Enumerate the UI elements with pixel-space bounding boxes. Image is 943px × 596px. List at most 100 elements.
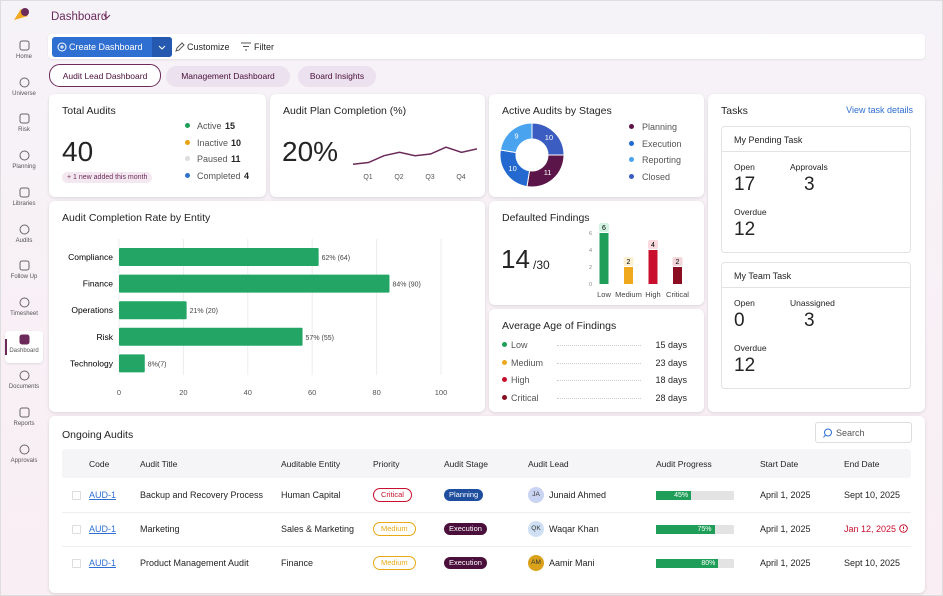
legend-dot (502, 394, 507, 400)
dashboard-tab[interactable]: Management Dashboard (166, 66, 290, 87)
sidebar-item[interactable]: Documents (5, 367, 43, 399)
kpi-value: 40 (62, 136, 94, 167)
sidebar-item[interactable]: Approvals (5, 441, 43, 473)
icon-shape (19, 444, 30, 455)
card-title: Total Audits (62, 105, 116, 117)
sidebar-item[interactable]: Planning (5, 147, 43, 179)
sidebar-item[interactable]: Home (5, 37, 43, 69)
sidebar-item[interactable]: Follow Up (5, 257, 43, 289)
legend-value: 10 (231, 137, 242, 148)
column-header: Audit Progress (656, 459, 712, 469)
task-value: 12 (734, 355, 756, 376)
data-label: 8%(7) (148, 361, 167, 368)
legend-name: Active (197, 121, 222, 131)
filter-button[interactable]: Filter (254, 42, 274, 52)
search-box[interactable]: Search (815, 422, 912, 443)
customize-button[interactable]: Customize (187, 42, 230, 52)
sidebar-icon (19, 444, 30, 455)
audit-code-link[interactable]: AUD-1 (89, 490, 117, 500)
legend-name: Closed (642, 171, 671, 182)
y-tick-label: Compliance (68, 252, 113, 262)
bar (119, 301, 187, 320)
card-title: Active Audits by Stages (502, 105, 612, 117)
sparkline (352, 146, 478, 165)
legend-value: 15 (225, 121, 236, 131)
chevron (158, 45, 166, 50)
kpi-note: + 1 new added this month (62, 172, 153, 183)
divider (722, 287, 910, 288)
task-value: 12 (734, 219, 756, 240)
kpi-value: 20% (282, 136, 339, 167)
icon-shape (19, 150, 30, 161)
label-bg (599, 223, 609, 232)
row-checkbox[interactable] (72, 559, 81, 568)
icon-plus (60, 45, 64, 49)
age-label: Critical (511, 392, 539, 403)
page-title[interactable]: Dashboard (51, 11, 108, 23)
sidebar-item[interactable]: Audits (5, 221, 43, 253)
filter (241, 42, 251, 51)
chevron-icon (103, 14, 111, 19)
sidebar-label: Audits (15, 237, 33, 244)
legend-dot (629, 140, 634, 146)
age-value: 23 days (655, 357, 687, 368)
sidebar-icon (19, 407, 30, 418)
sidebar-item[interactable]: Timesheet (5, 294, 43, 326)
age-label: High (511, 375, 530, 385)
chevron-icon (158, 45, 166, 50)
task-value: 3 (804, 174, 815, 195)
dashboard-tab[interactable]: Board Insights (298, 66, 376, 87)
slice-label: 10 (545, 133, 553, 142)
task-label: Overdue (734, 207, 767, 217)
icon-circle (899, 524, 908, 533)
data-label: 6 (602, 225, 606, 232)
column-header: Audit Title (140, 459, 178, 469)
icon-shape (19, 187, 30, 198)
search-icon (823, 428, 832, 438)
overdue-icon (899, 524, 908, 533)
icon-shape (19, 40, 30, 51)
ongoing-card: Ongoing Audits Search Code Audit Title Audit… (49, 416, 925, 593)
legend-dot (502, 342, 507, 347)
stage-pill: Execution (444, 557, 487, 569)
progress-label: 80% (701, 560, 716, 567)
sidebar-item[interactable]: Dashboard (5, 330, 43, 363)
leader-line (557, 397, 641, 399)
dashboard-tab[interactable]: Audit Lead Dashboard (49, 64, 161, 87)
dropdown-button[interactable] (152, 37, 172, 57)
sidebar-item[interactable]: Reports (5, 404, 43, 436)
task-value: 3 (804, 310, 815, 331)
sidebar-item[interactable]: Libraries (5, 184, 43, 216)
progress-fill: 80% (656, 559, 719, 568)
plus-icon (57, 42, 67, 52)
row-checkbox[interactable] (72, 525, 81, 534)
legend-name: Paused (197, 154, 228, 164)
audit-code-link[interactable]: AUD-1 (89, 558, 117, 568)
x-tick-label: Q3 (425, 174, 435, 181)
progress-track: 45% (656, 491, 734, 500)
audit-lead: Aamir Mani (549, 558, 595, 568)
sidebar-label: Libraries (12, 200, 36, 207)
data-label: 2 (676, 259, 680, 266)
audit-code-link[interactable]: AUD-1 (89, 524, 117, 534)
icon-shape (19, 407, 30, 418)
legend-dot (629, 173, 634, 179)
legend-dot (185, 156, 190, 161)
x-tick-label: Q1 (363, 174, 373, 181)
priority-pill: Medium (373, 522, 416, 536)
column-header: Audit Stage (444, 459, 488, 469)
row-checkbox[interactable] (72, 491, 81, 500)
sidebar-label: Home (15, 54, 32, 60)
task-link[interactable]: View task details (846, 105, 913, 115)
column-header: Audit Lead (528, 459, 569, 469)
progress-track: 75% (656, 525, 734, 534)
icon-shape (19, 260, 30, 271)
legend-value: 11 (231, 154, 241, 164)
sidebar-item[interactable]: Risk (5, 110, 43, 142)
sidebar-item[interactable]: Universe (5, 74, 43, 106)
y-tick-label: 0 (589, 282, 592, 288)
create-button[interactable]: Create Dashboard (52, 37, 172, 57)
column-header: Code (89, 459, 110, 469)
start-date: April 1, 2025 (760, 490, 811, 500)
